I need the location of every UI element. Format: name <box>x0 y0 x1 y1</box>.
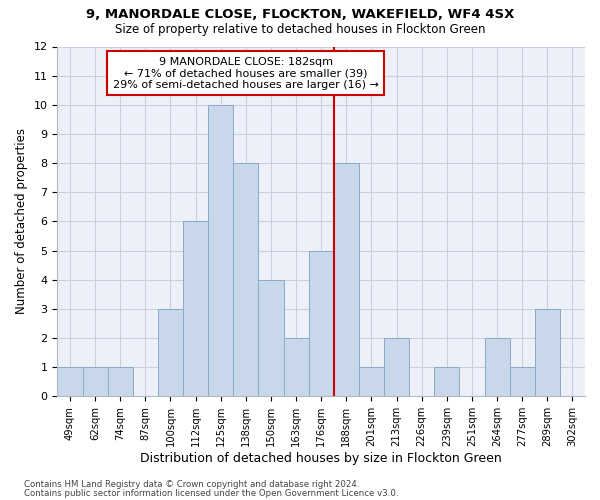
Bar <box>107 367 133 396</box>
Bar <box>233 163 259 396</box>
Text: Contains HM Land Registry data © Crown copyright and database right 2024.: Contains HM Land Registry data © Crown c… <box>24 480 359 489</box>
Bar <box>183 222 208 396</box>
Bar <box>334 163 359 396</box>
Y-axis label: Number of detached properties: Number of detached properties <box>15 128 28 314</box>
Bar <box>259 280 284 396</box>
Bar <box>58 367 83 396</box>
Text: Contains public sector information licensed under the Open Government Licence v3: Contains public sector information licen… <box>24 488 398 498</box>
Bar <box>485 338 509 396</box>
Bar <box>434 367 460 396</box>
X-axis label: Distribution of detached houses by size in Flockton Green: Distribution of detached houses by size … <box>140 452 502 465</box>
Text: 9, MANORDALE CLOSE, FLOCKTON, WAKEFIELD, WF4 4SX: 9, MANORDALE CLOSE, FLOCKTON, WAKEFIELD,… <box>86 8 514 20</box>
Bar <box>509 367 535 396</box>
Text: Size of property relative to detached houses in Flockton Green: Size of property relative to detached ho… <box>115 22 485 36</box>
Bar <box>208 105 233 397</box>
Bar <box>284 338 308 396</box>
Bar <box>359 367 384 396</box>
Bar <box>384 338 409 396</box>
Bar <box>83 367 107 396</box>
Bar <box>158 309 183 396</box>
Bar <box>535 309 560 396</box>
Text: 9 MANORDALE CLOSE: 182sqm
← 71% of detached houses are smaller (39)
29% of semi-: 9 MANORDALE CLOSE: 182sqm ← 71% of detac… <box>113 56 379 90</box>
Bar <box>308 250 334 396</box>
